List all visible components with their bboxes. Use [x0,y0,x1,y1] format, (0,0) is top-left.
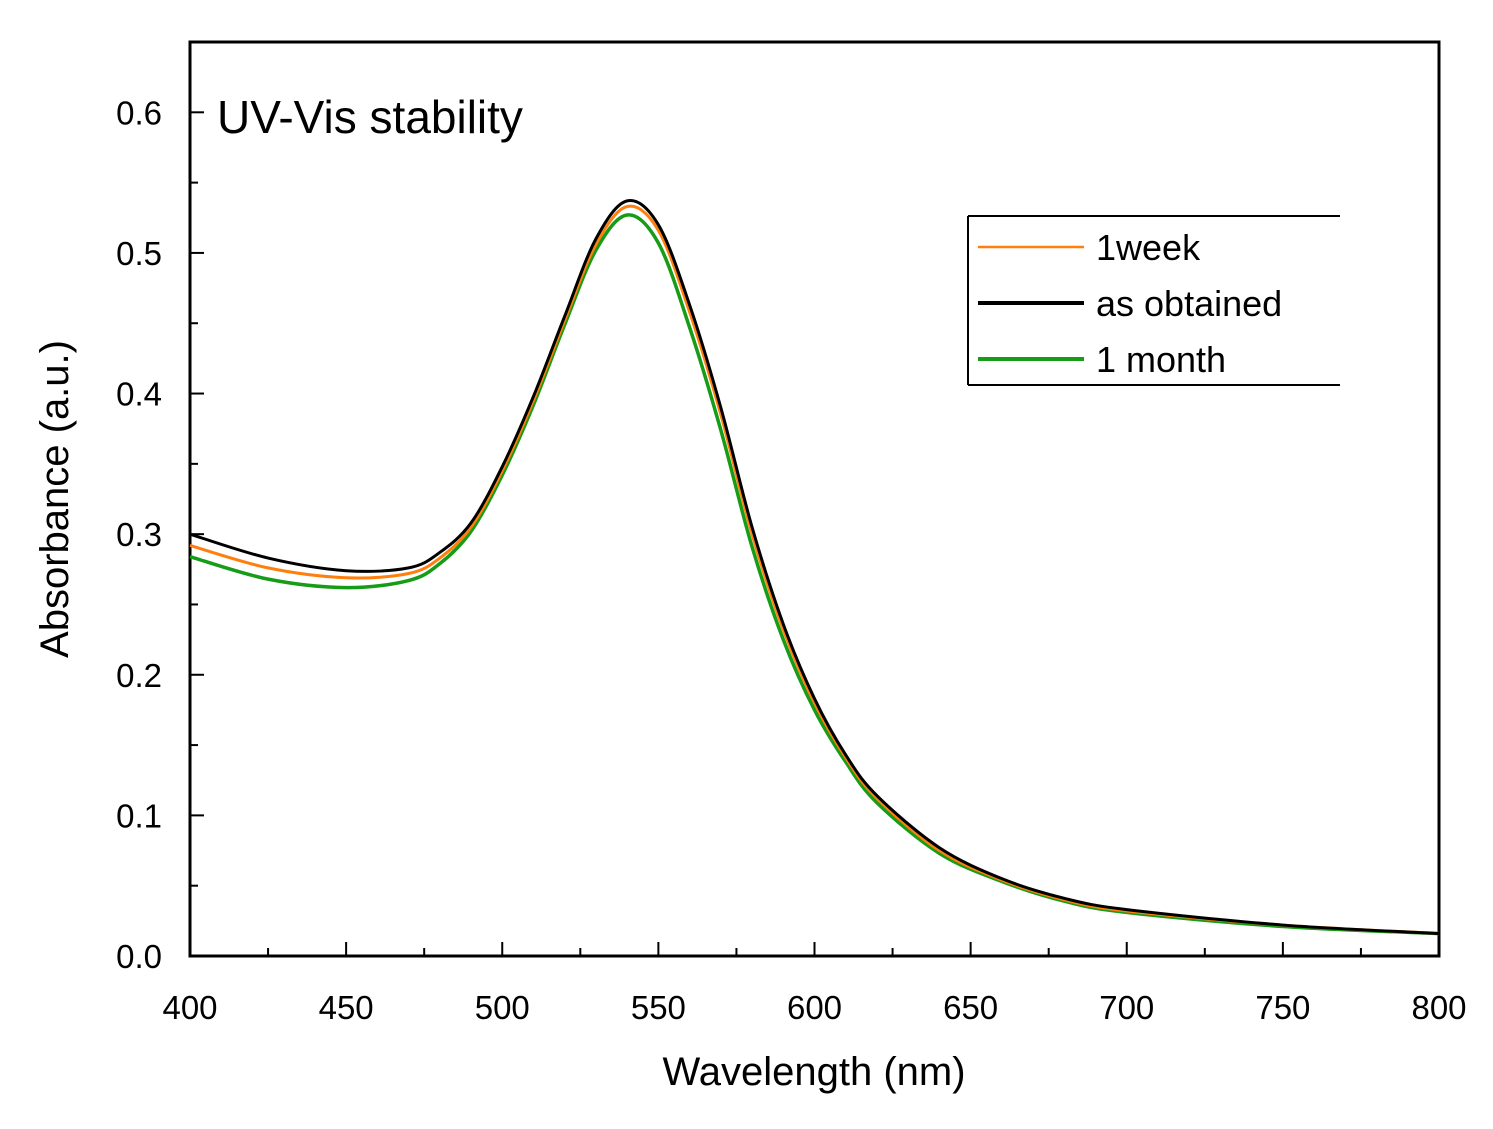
legend-label: 1week [1096,227,1201,268]
x-tick-label: 450 [319,989,374,1026]
series-lines [189,199,1440,936]
y-axis-ticks: 0.0 0.1 0.2 0.3 0.4 0.5 0.6 [116,41,204,975]
y-tick-label: 0.3 [116,516,162,553]
plot-frame [188,40,1441,958]
x-tick-label: 700 [1099,989,1154,1026]
x-tick-label: 600 [787,989,842,1026]
y-tick-label: 0.0 [116,938,162,975]
y-axis-title: Absorbance (a.u.) [33,340,77,658]
x-tick-label: 500 [475,989,530,1026]
x-tick-label: 650 [943,989,998,1026]
y-tick-label: 0.2 [116,657,162,694]
legend: 1week as obtained 1 month [967,215,1340,386]
x-tick-label: 550 [631,989,686,1026]
y-tick-label: 0.6 [116,94,162,131]
y-tick-label: 0.4 [116,376,162,413]
legend-label: as obtained [1096,283,1282,324]
x-tick-label: 800 [1411,989,1466,1026]
legend-label: 1 month [1096,339,1226,380]
x-axis-ticks: 400 450 500 550 600 650 700 750 800 [162,942,1467,1026]
x-tick-label: 750 [1255,989,1310,1026]
series-line-as-obtained [189,199,1440,935]
y-tick-label: 0.1 [116,797,162,834]
x-axis-title: Wavelength (nm) [662,1050,965,1094]
x-tick-label: 400 [162,989,217,1026]
chart-title: UV-Vis stability [217,91,523,143]
y-tick-label: 0.5 [116,235,162,272]
